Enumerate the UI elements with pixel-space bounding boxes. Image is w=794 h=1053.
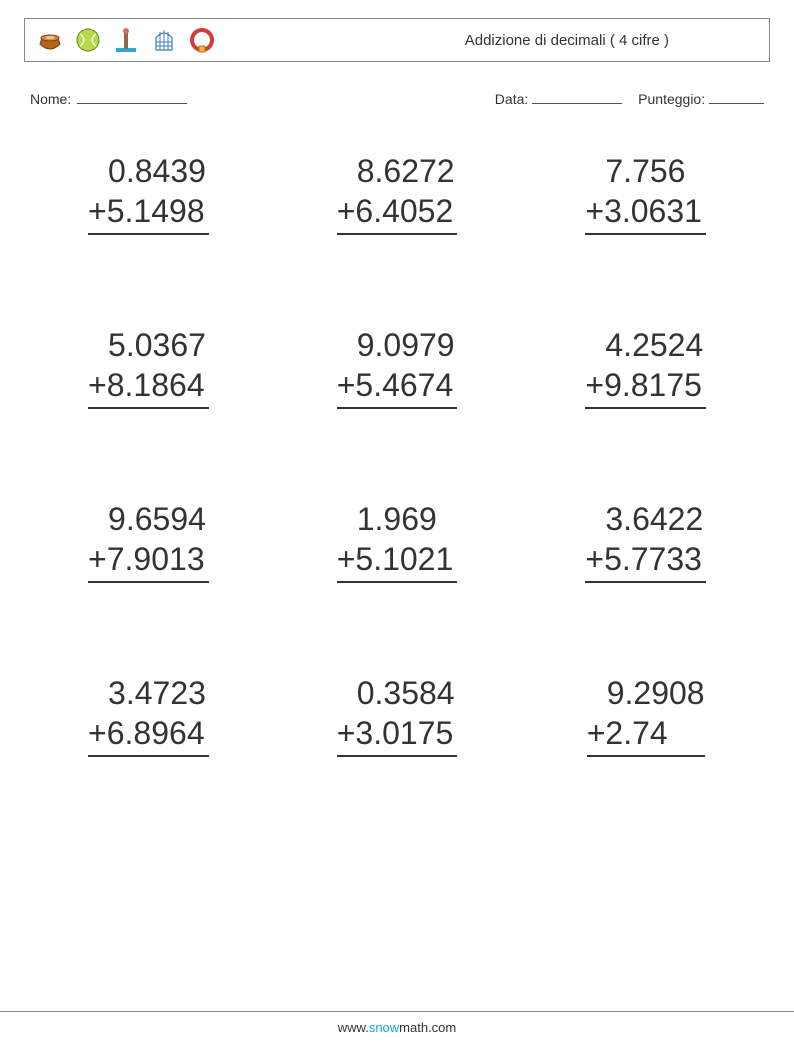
problem-bottom: +3.0631 [585, 191, 706, 235]
problem: 1.969+5.1021 [293, 499, 502, 583]
problem-top: 8.6272 [337, 151, 458, 191]
problem: 9.6594+7.9013 [44, 499, 253, 583]
problem: 4.2524+9.8175 [541, 325, 750, 409]
problem: 9.0979+5.4674 [293, 325, 502, 409]
date-label: Data: [495, 91, 528, 107]
problems-grid: 0.8439+5.1498 8.6272+6.4052 7.756+3.0631 5.… [24, 151, 770, 757]
problem-bottom: +8.1864 [88, 365, 209, 409]
problem: 7.756+3.0631 [541, 151, 750, 235]
problem-top: 3.4723 [88, 673, 209, 713]
worksheet-title: Addizione di decimali ( 4 cifre ) [465, 32, 759, 49]
problem-top: 7.756 [585, 151, 706, 191]
ring-toy-icon [187, 25, 217, 55]
problem: 5.0367+8.1864 [44, 325, 253, 409]
score-label: Punteggio: [638, 91, 705, 107]
problem: 0.8439+5.1498 [44, 151, 253, 235]
footer-brand: snow [369, 1020, 399, 1035]
name-label: Nome: [30, 91, 71, 107]
problem: 8.6272+6.4052 [293, 151, 502, 235]
bowl-icon [35, 25, 65, 55]
problem-top: 4.2524 [585, 325, 706, 365]
problem-top: 0.3584 [337, 673, 458, 713]
problem-bottom: +6.4052 [337, 191, 458, 235]
date-blank[interactable] [532, 90, 622, 104]
problem-bottom: +5.1498 [88, 191, 209, 235]
problem-bottom: +6.8964 [88, 713, 209, 757]
problem-bottom: +5.1021 [337, 539, 458, 583]
scratch-post-icon [111, 25, 141, 55]
problem: 0.3584+3.0175 [293, 673, 502, 757]
score-blank[interactable] [709, 90, 764, 104]
footer-suffix: math.com [399, 1020, 456, 1035]
problem-top: 9.2908 [587, 673, 705, 713]
header-icons [35, 25, 217, 55]
problem: 3.6422+5.7733 [541, 499, 750, 583]
problem-top: 5.0367 [88, 325, 209, 365]
footer-prefix: www. [338, 1020, 369, 1035]
problem-bottom: +5.7733 [585, 539, 706, 583]
problem-bottom: +5.4674 [337, 365, 458, 409]
meta-row: Nome: Data: Punteggio: [24, 90, 770, 107]
problem-bottom: +3.0175 [337, 713, 458, 757]
header: Addizione di decimali ( 4 cifre ) [24, 18, 770, 62]
problem-top: 1.969 [337, 499, 458, 539]
name-blank[interactable] [77, 90, 187, 104]
problem: 9.2908+2.74 [541, 673, 750, 757]
problem-bottom: +7.9013 [88, 539, 209, 583]
problem-top: 3.6422 [585, 499, 706, 539]
cage-icon [149, 25, 179, 55]
ball-icon [73, 25, 103, 55]
footer: www.snowmath.com [0, 1011, 794, 1035]
problem-top: 0.8439 [88, 151, 209, 191]
problem-top: 9.0979 [337, 325, 458, 365]
problem-top: 9.6594 [88, 499, 209, 539]
problem-bottom: +9.8175 [585, 365, 706, 409]
problem: 3.4723+6.8964 [44, 673, 253, 757]
problem-bottom: +2.74 [587, 713, 705, 757]
